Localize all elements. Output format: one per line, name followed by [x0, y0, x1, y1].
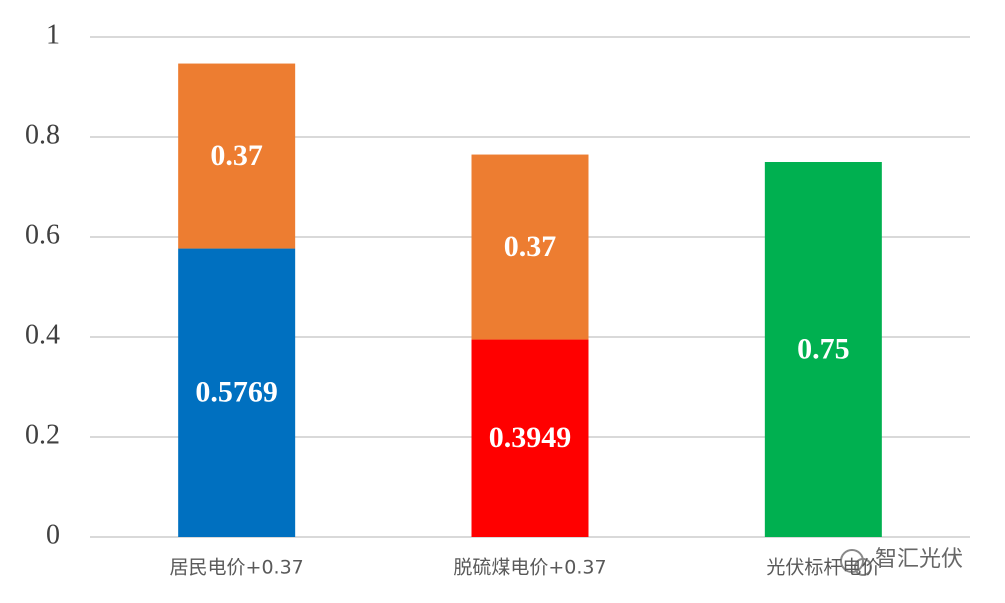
data-label: 0.3949	[489, 421, 572, 454]
x-tick-label: 脱硫煤电价+0.37	[453, 557, 606, 579]
bar-segment	[471, 339, 589, 537]
x-tick-label: 光伏标杆电价	[766, 557, 880, 579]
data-label: 0.37	[210, 139, 263, 172]
bar-segment	[764, 162, 882, 537]
data-label: 0.5769	[195, 376, 278, 409]
data-label: 0.37	[504, 230, 557, 263]
y-tick-label: 0.2	[25, 419, 60, 450]
bar-segment	[178, 63, 296, 249]
data-label: 0.75	[797, 332, 850, 365]
watermark: 智汇光伏	[875, 547, 963, 572]
y-tick-label: 1	[46, 19, 60, 50]
bar-segment	[471, 154, 589, 340]
x-tick-label: 居民电价+0.37	[170, 557, 304, 579]
watermark-icon	[840, 549, 864, 573]
y-tick-label: 0.4	[25, 319, 60, 350]
y-tick-label: 0.8	[25, 119, 60, 150]
watermark-icon	[854, 558, 872, 576]
bar-segment	[178, 248, 296, 538]
y-tick-label: 0	[46, 519, 60, 550]
y-tick-label: 0.6	[25, 219, 60, 250]
